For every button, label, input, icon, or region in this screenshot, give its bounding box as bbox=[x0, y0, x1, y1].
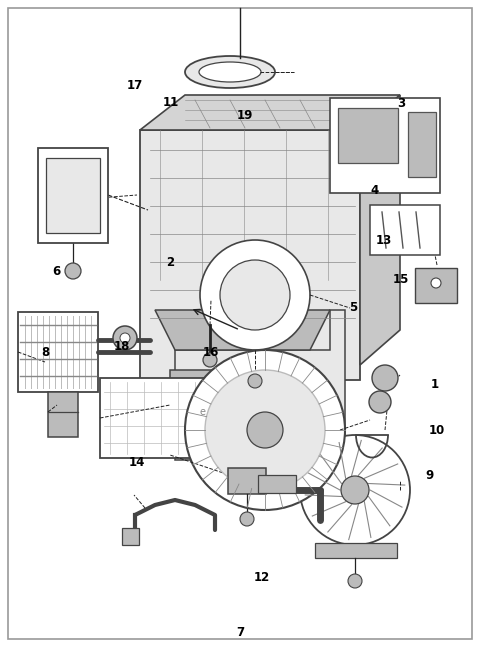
Text: 13: 13 bbox=[376, 234, 392, 247]
Polygon shape bbox=[140, 95, 400, 130]
Text: 7: 7 bbox=[236, 626, 244, 639]
Circle shape bbox=[120, 333, 130, 343]
Text: 16: 16 bbox=[203, 346, 219, 359]
Text: 11: 11 bbox=[162, 96, 179, 109]
Bar bbox=[183, 380, 201, 416]
Bar bbox=[228, 468, 266, 494]
Text: 10: 10 bbox=[429, 424, 445, 437]
Text: 4: 4 bbox=[370, 184, 379, 197]
Text: 18: 18 bbox=[113, 340, 130, 353]
Text: 9: 9 bbox=[425, 469, 434, 482]
Circle shape bbox=[248, 374, 262, 388]
Bar bbox=[48, 392, 78, 437]
Bar bbox=[415, 268, 457, 303]
Text: 6: 6 bbox=[52, 265, 61, 278]
Circle shape bbox=[65, 263, 81, 279]
Bar bbox=[100, 378, 210, 458]
Bar bbox=[338, 108, 398, 163]
Circle shape bbox=[431, 278, 441, 288]
Polygon shape bbox=[140, 130, 360, 380]
Bar bbox=[258, 475, 296, 493]
Circle shape bbox=[348, 574, 362, 588]
Circle shape bbox=[200, 240, 310, 350]
Text: 1: 1 bbox=[431, 378, 438, 391]
Bar bbox=[215, 380, 233, 416]
Text: 12: 12 bbox=[253, 571, 270, 584]
Ellipse shape bbox=[185, 56, 275, 88]
Text: e: e bbox=[200, 407, 206, 417]
Text: 8: 8 bbox=[41, 346, 50, 359]
Polygon shape bbox=[175, 310, 345, 460]
Bar bbox=[247, 380, 265, 416]
Polygon shape bbox=[360, 95, 400, 365]
Bar bbox=[38, 148, 108, 243]
Circle shape bbox=[203, 353, 217, 367]
Bar bbox=[122, 528, 139, 545]
Ellipse shape bbox=[199, 62, 261, 82]
Bar bbox=[46, 158, 100, 233]
Polygon shape bbox=[155, 310, 330, 350]
Circle shape bbox=[300, 435, 410, 545]
Text: 17: 17 bbox=[126, 79, 143, 92]
Text: 5: 5 bbox=[348, 301, 357, 314]
Bar bbox=[370, 205, 440, 255]
Bar bbox=[170, 370, 300, 425]
Text: 15: 15 bbox=[393, 273, 409, 286]
Circle shape bbox=[247, 412, 283, 448]
Circle shape bbox=[113, 326, 137, 350]
Text: 3: 3 bbox=[397, 97, 405, 110]
Bar bbox=[315, 543, 397, 558]
Text: 2: 2 bbox=[167, 256, 174, 269]
Text: 19: 19 bbox=[237, 109, 253, 122]
Circle shape bbox=[205, 370, 325, 490]
Circle shape bbox=[372, 365, 398, 391]
Circle shape bbox=[185, 350, 345, 510]
Circle shape bbox=[220, 260, 290, 330]
Bar bbox=[18, 312, 98, 392]
Circle shape bbox=[369, 391, 391, 413]
Circle shape bbox=[240, 512, 254, 526]
Bar bbox=[330, 98, 440, 193]
Circle shape bbox=[341, 476, 369, 504]
Bar bbox=[408, 112, 436, 177]
Text: 14: 14 bbox=[129, 456, 145, 469]
